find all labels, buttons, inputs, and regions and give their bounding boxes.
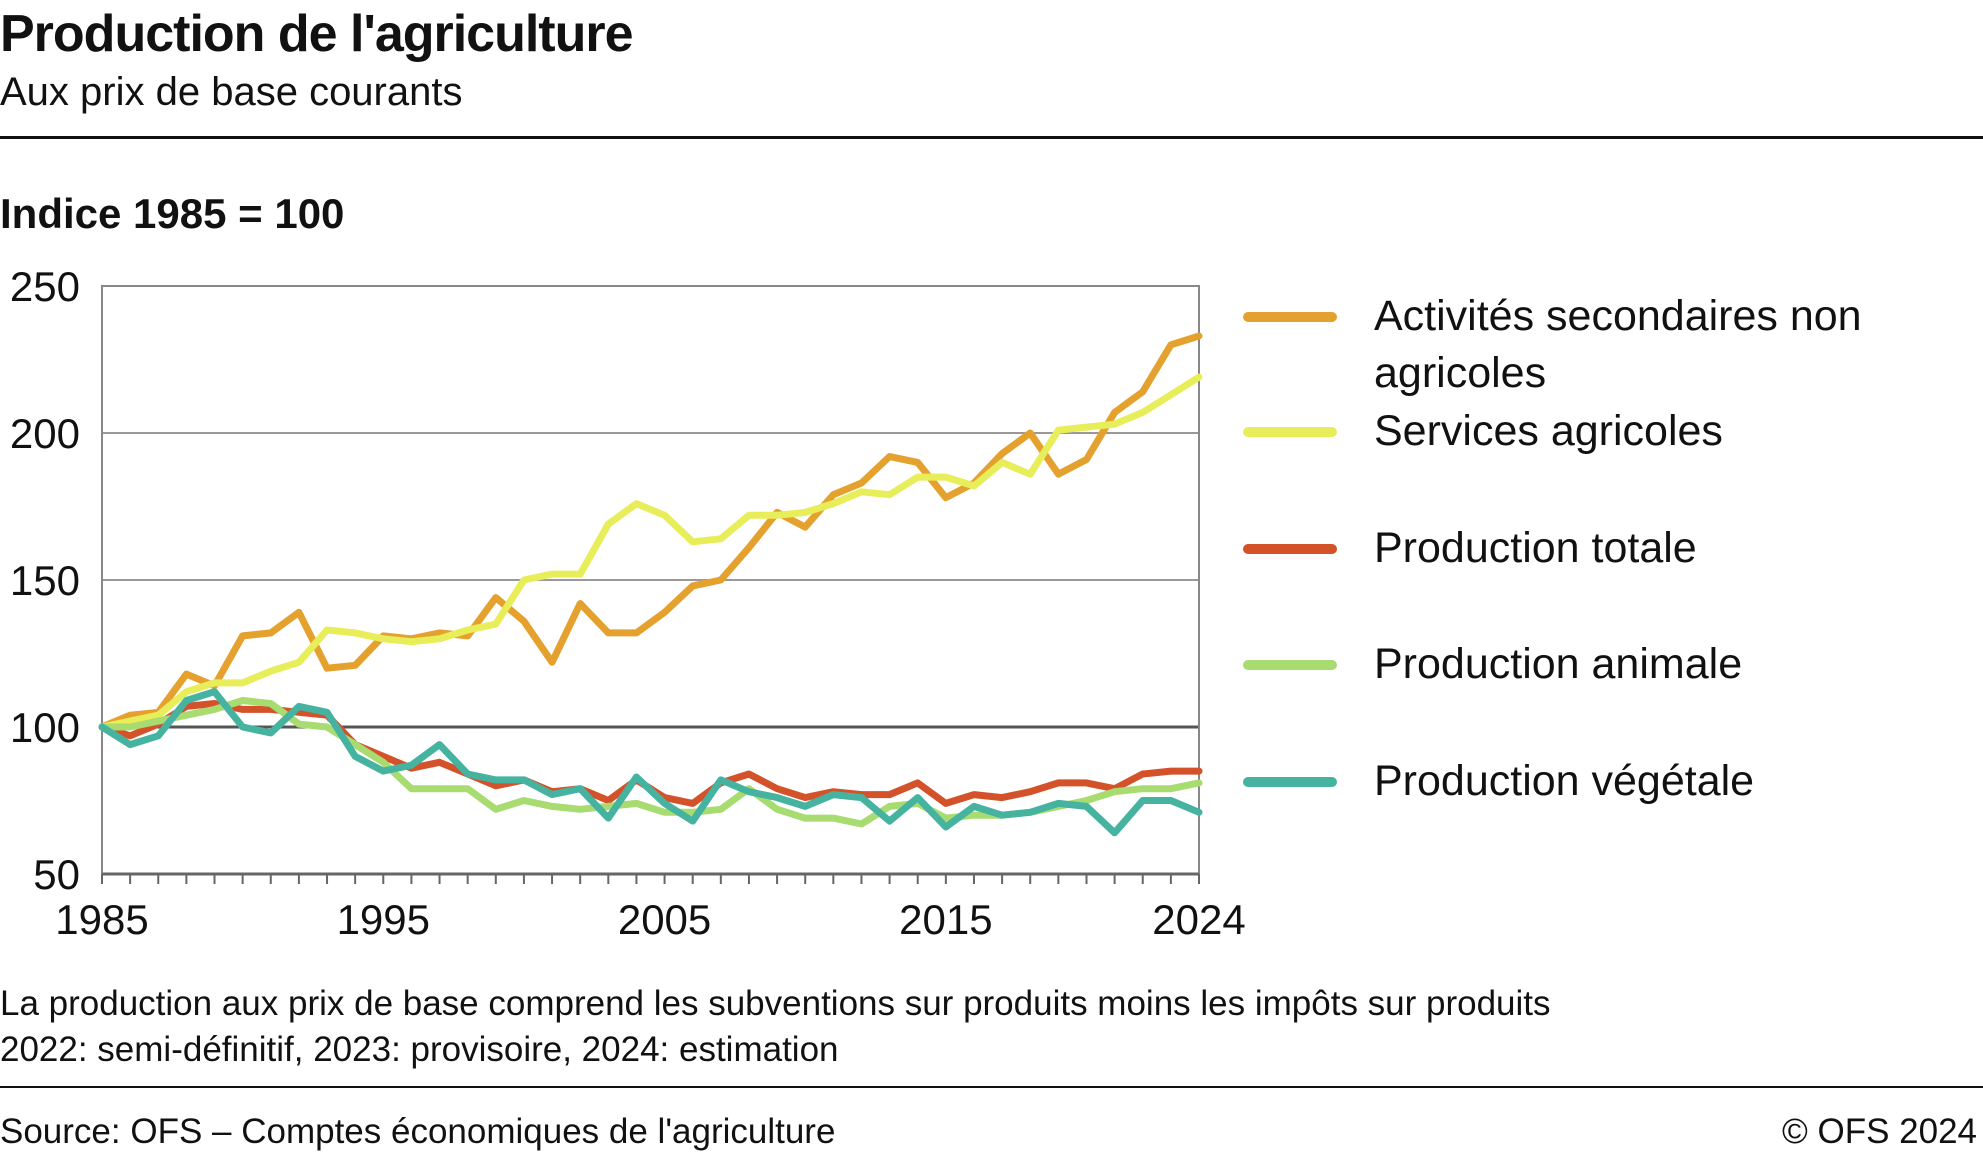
tick-labels: 50 100 150 200 250 1985 1995 2005 2015 2024 (10, 263, 1246, 943)
legend-label-3: Production totale (1374, 524, 1697, 572)
y-tick-label-200: 200 (10, 410, 80, 457)
index-label: Indice 1985 = 100 (0, 190, 345, 237)
x-tick-label-2024: 2024 (1152, 896, 1245, 943)
legend-label-1: Activités secondaires non agricoles (1374, 292, 1862, 397)
legend-label-4: Production animale (1374, 640, 1742, 688)
series-line-2 (98, 373, 1203, 731)
chart-title: Production de l'agriculture (0, 5, 634, 63)
series-lines (98, 332, 1203, 837)
y-tick-label-250: 250 (10, 263, 80, 310)
line-chart: 50 100 150 200 250 1985 1995 2005 2015 2024 Activ… (10, 263, 1862, 943)
source-text: Source: OFS – Comptes économiques de l'a… (0, 1112, 836, 1151)
x-tick-label-2005: 2005 (618, 896, 711, 943)
chart-subtitle: Aux prix de base courants (0, 70, 463, 114)
top-divider (0, 136, 1983, 139)
copyright-text: © OFS 2024 (1781, 1112, 1977, 1151)
y-tick-label-150: 150 (10, 557, 80, 604)
y-tick-label-50: 50 (33, 851, 80, 898)
series-line-5 (98, 688, 1203, 837)
legend-label-5: Production végétale (1374, 757, 1754, 805)
x-tick-label-2015: 2015 (899, 896, 992, 943)
note-line-1: La production aux prix de base comprend … (0, 984, 1551, 1023)
x-tick-label-1995: 1995 (337, 896, 430, 943)
x-tick-label-1985: 1985 (55, 896, 148, 943)
y-tick-label-100: 100 (10, 704, 80, 751)
legend: Activités secondaires non agricoles Servic… (1243, 292, 1862, 805)
axes (101, 285, 1200, 884)
legend-label-2: Services agricoles (1374, 407, 1723, 455)
bottom-divider (0, 1086, 1983, 1088)
series-line-1 (98, 332, 1203, 731)
series-line-4 (98, 697, 1203, 828)
note-line-2: 2022: semi-définitif, 2023: provisoire, … (0, 1030, 839, 1069)
